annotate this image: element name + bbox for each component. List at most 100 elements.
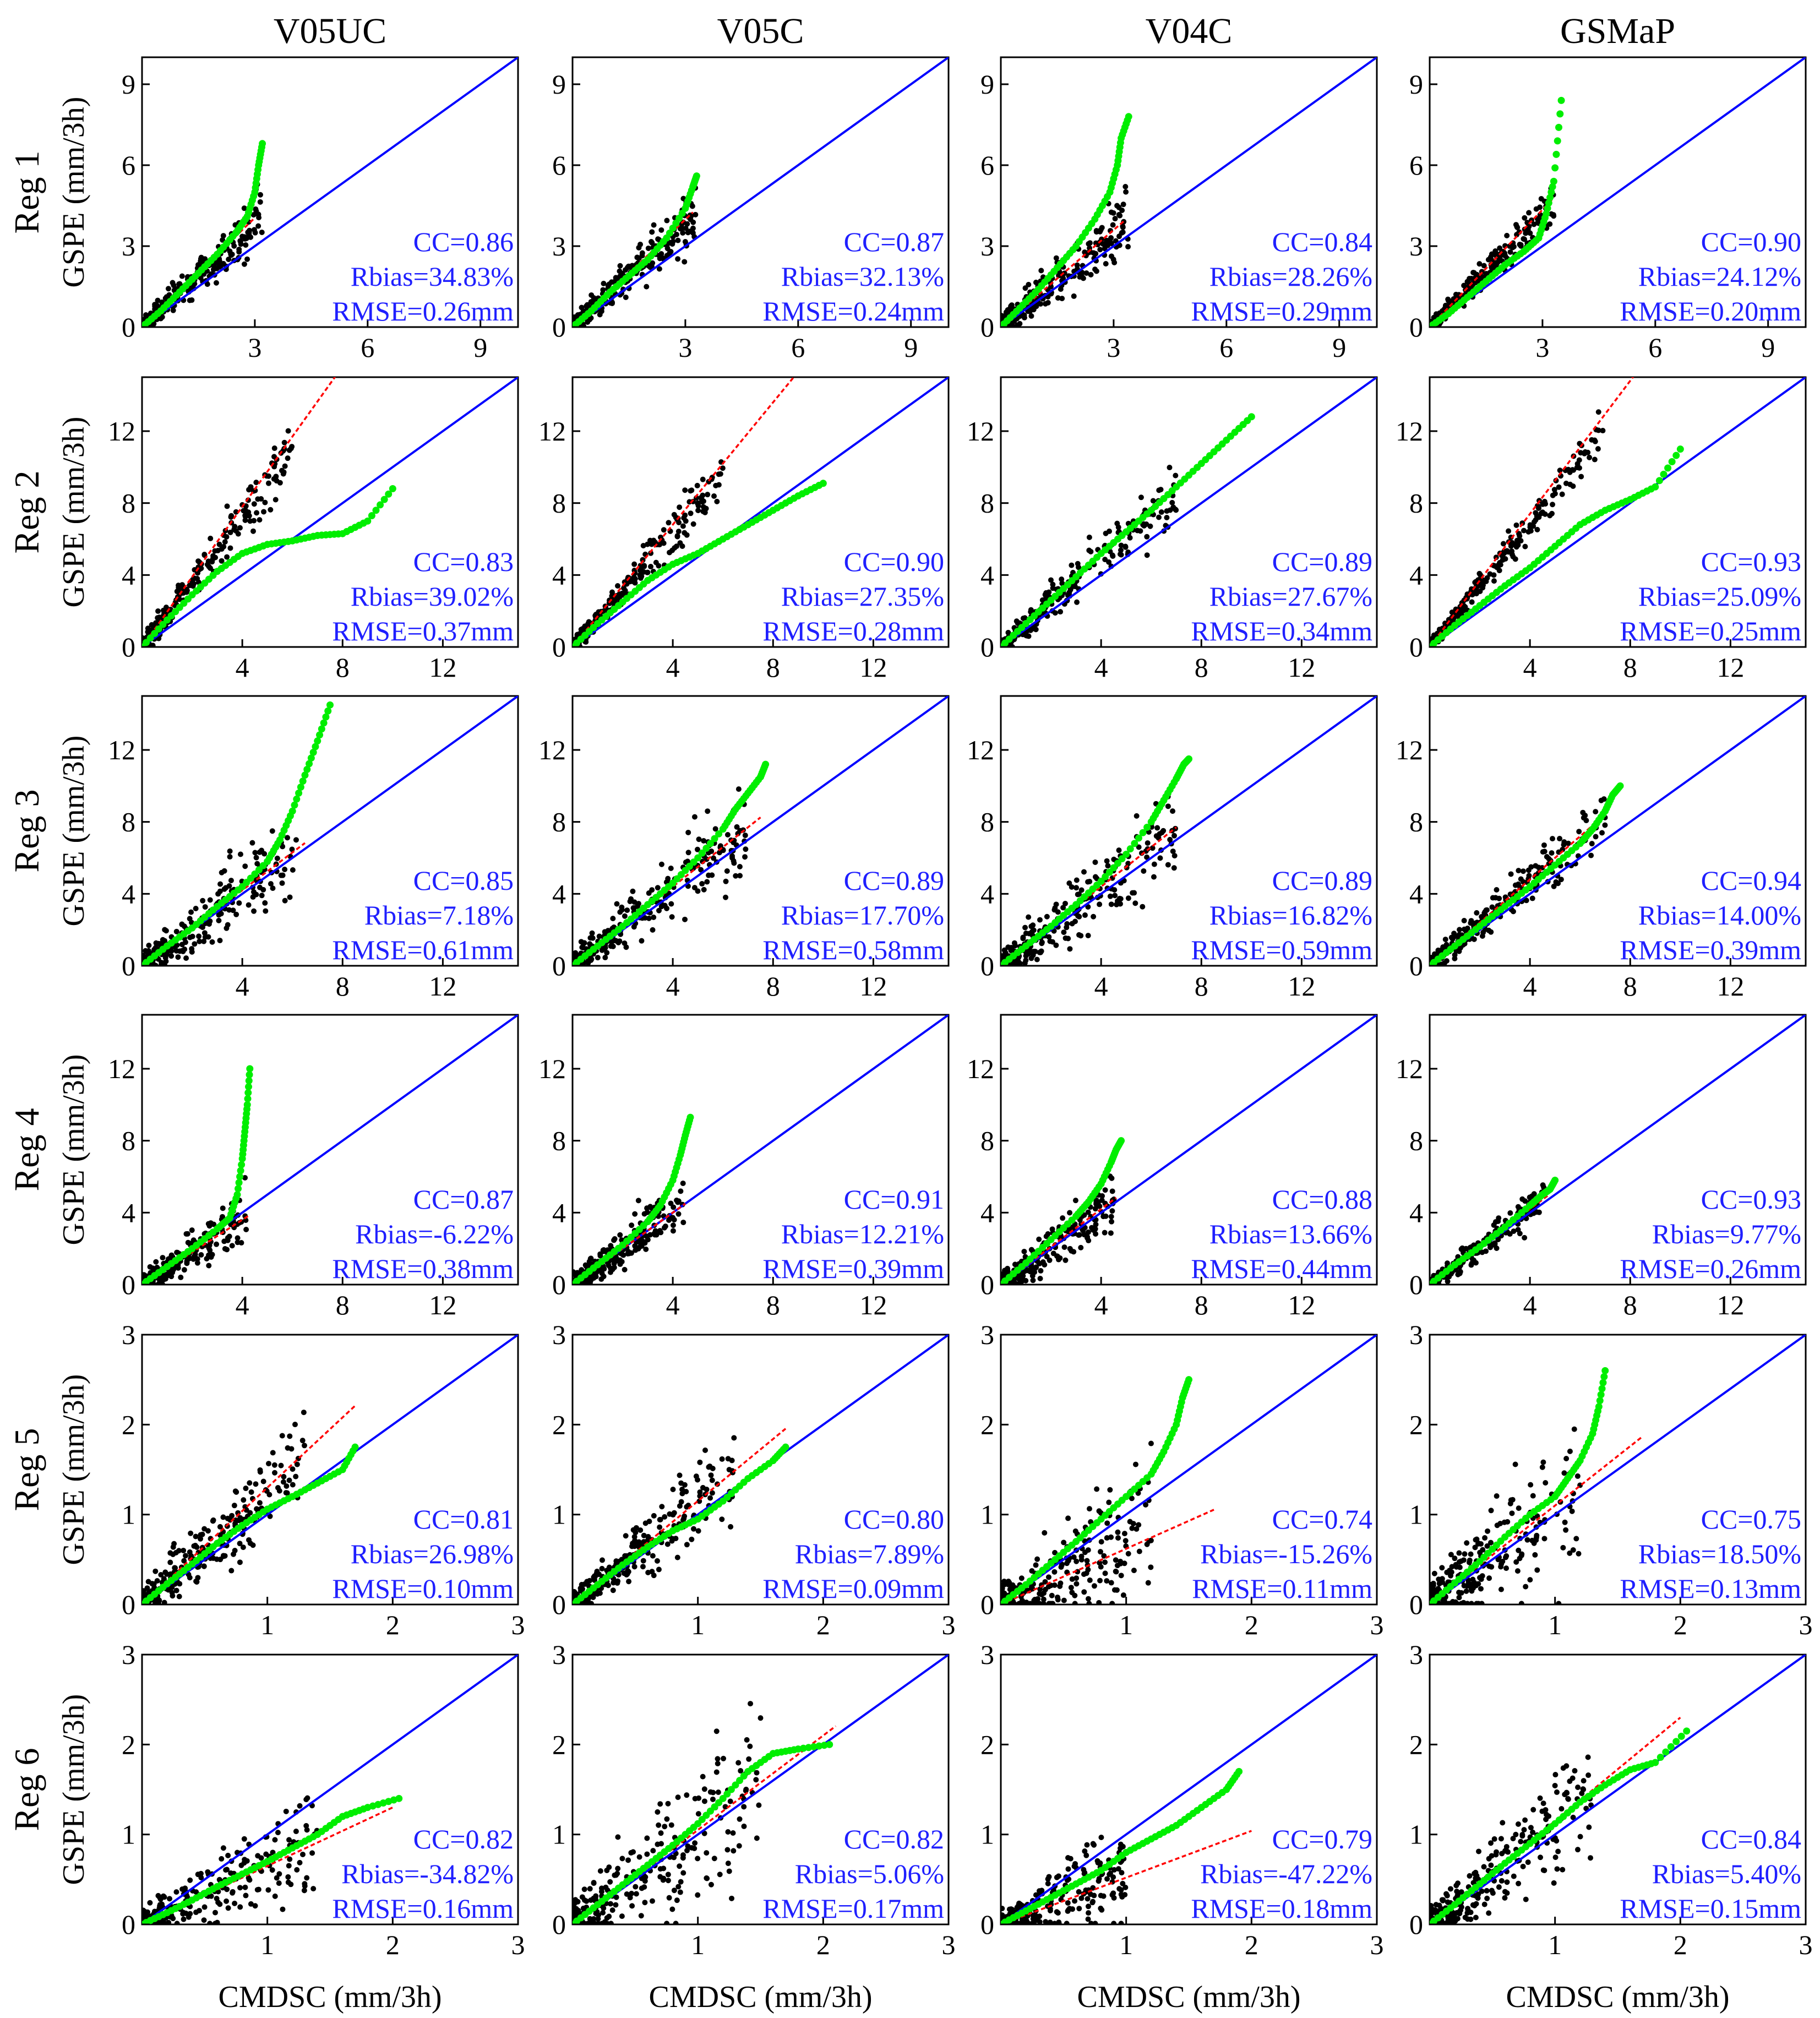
y-tick-label: 8 <box>980 807 994 837</box>
quantile-point <box>293 795 301 803</box>
scatter-point <box>193 905 199 911</box>
scatter-point <box>1435 947 1441 953</box>
scatter-point <box>179 273 185 279</box>
quantile-point <box>245 1077 253 1085</box>
scatter-point <box>669 547 675 553</box>
scatter-point <box>1158 487 1164 493</box>
scatter-point <box>1534 513 1540 519</box>
quantile-point <box>1545 199 1552 207</box>
scatter-point <box>1045 300 1051 306</box>
quantile-point <box>312 743 319 750</box>
x-tick-label: 9 <box>1761 332 1775 363</box>
scatter-point <box>1108 901 1114 907</box>
x-tick-label: 12 <box>859 971 887 1002</box>
scatter-point <box>1058 286 1064 292</box>
scatter-point <box>215 891 221 897</box>
scatter-point <box>611 1265 617 1271</box>
scatter-point <box>1053 255 1059 261</box>
scatter-point <box>1144 534 1150 540</box>
scatter-point <box>188 909 194 915</box>
quantile-point <box>1131 840 1138 847</box>
scatter-point <box>597 1253 603 1259</box>
quantile-point <box>702 845 710 852</box>
scatter-point <box>653 559 659 565</box>
x-tick-label: 4 <box>1523 971 1537 1002</box>
scatter-point <box>1039 939 1045 945</box>
x-tick-label: 8 <box>1195 652 1208 683</box>
y-tick-label: 0 <box>122 312 135 342</box>
scatter-point <box>243 242 249 248</box>
scatter-point <box>1506 528 1512 534</box>
quantile-point <box>1110 864 1118 872</box>
scatter-point <box>1106 559 1112 565</box>
scatter-point <box>214 265 220 271</box>
scatter-point <box>1491 260 1497 266</box>
scatter-point <box>617 263 623 269</box>
scatter-point <box>155 297 161 303</box>
scatter-point <box>694 846 700 852</box>
scatter-point <box>176 281 182 287</box>
scatter-point <box>263 908 269 914</box>
scatter-point <box>253 480 259 486</box>
scatter-point <box>179 921 185 927</box>
scatter-point <box>657 255 663 262</box>
scatter-point <box>1557 836 1563 842</box>
scatter-point <box>698 867 704 873</box>
scatter-point <box>658 227 664 233</box>
scatter-point <box>637 241 644 247</box>
scatter-point <box>1570 483 1576 489</box>
quantile-point <box>142 643 146 647</box>
quantile-point <box>1543 210 1550 217</box>
x-tick-label: 12 <box>429 652 456 683</box>
scatter-point <box>1123 189 1129 195</box>
scatter-point <box>1144 552 1150 558</box>
scatter-point <box>1492 895 1498 901</box>
scatter-point <box>676 520 682 526</box>
scatter-point <box>1077 274 1083 280</box>
scatter-point <box>680 1220 686 1226</box>
quantile-point <box>301 771 309 779</box>
scatter-point <box>142 954 145 960</box>
scatter-point <box>1512 556 1518 562</box>
scatter-point <box>639 573 645 579</box>
scatter-point <box>1116 233 1122 240</box>
scatter-point <box>1031 927 1037 933</box>
y-tick-label: 12 <box>967 416 994 447</box>
y-tick-label: 0 <box>552 312 566 342</box>
scatter-point <box>182 939 188 945</box>
scatter-point <box>649 887 655 893</box>
scatter-point <box>1535 864 1541 871</box>
x-tick-label: 4 <box>236 971 249 1002</box>
scatter-point <box>716 482 722 488</box>
scatter-point <box>200 924 206 931</box>
scatter-point <box>651 222 657 228</box>
scatter-point <box>1514 232 1520 238</box>
scatter-point <box>675 256 681 262</box>
y-tick-label: 4 <box>552 878 566 909</box>
cc-label: CC=0.83 <box>413 546 514 577</box>
scatter-point <box>224 534 230 540</box>
scatter-point <box>1143 521 1149 527</box>
scatter-point <box>1504 232 1510 238</box>
scatter-point <box>1030 625 1036 632</box>
scatter-point <box>631 561 637 567</box>
quantile-point <box>694 854 702 862</box>
rbias-label: Rbias=25.09% <box>1638 581 1801 612</box>
scatter-point <box>1497 245 1503 251</box>
scatter-point <box>1028 1247 1034 1253</box>
quantile-point <box>1556 110 1564 118</box>
scatter-point <box>1578 474 1584 480</box>
scatter-point <box>1125 861 1131 867</box>
fit-line <box>142 377 336 647</box>
scatter-point <box>241 205 247 211</box>
rmse-label: RMSE=0.58mm <box>762 934 944 965</box>
scatter-point <box>696 836 702 842</box>
quantile-point <box>1652 483 1659 491</box>
quantile-point <box>1554 137 1561 145</box>
scatter-point <box>273 497 279 503</box>
scatter-point <box>241 508 247 514</box>
scatter-point <box>235 531 241 537</box>
